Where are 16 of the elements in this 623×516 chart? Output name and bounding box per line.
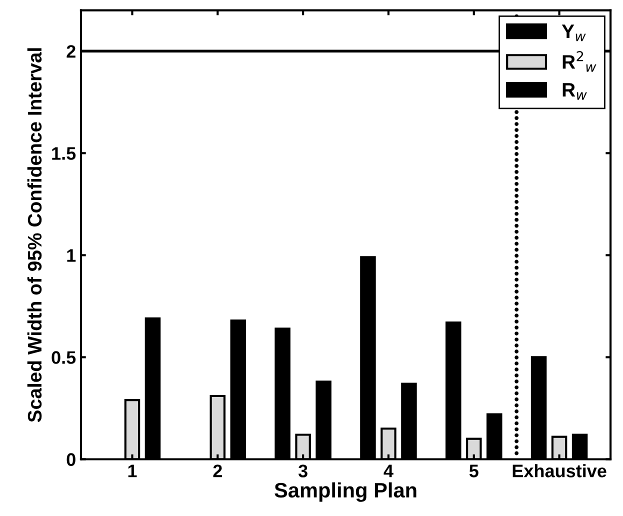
x-tick-label: 2 — [213, 464, 222, 478]
y-tick-label: 0.5 — [52, 351, 76, 364]
x-tick-label: 5 — [469, 464, 478, 478]
y-axis-title: Scaled Width of 95% Confidence Interval — [27, 48, 42, 422]
y-tick-label: 0 — [66, 453, 76, 466]
y-tick-label: 1.5 — [52, 147, 76, 160]
y-tick-label: 1 — [67, 249, 76, 262]
legend-label: Y$_{w}$ — [562, 24, 586, 42]
y-tick-label: 2 — [66, 45, 76, 58]
x-tick-label: 3 — [298, 464, 308, 478]
x-axis-title: Sampling Plan — [274, 482, 416, 502]
x-tick-label: 1 — [128, 464, 137, 478]
legend-label: R$^{2}$$_{w}$ — [562, 51, 596, 72]
x-tick-label: 4 — [384, 464, 394, 478]
legend-label: R$_{w}$ — [562, 83, 587, 100]
x-tick-label: Exhaustive — [512, 464, 606, 478]
